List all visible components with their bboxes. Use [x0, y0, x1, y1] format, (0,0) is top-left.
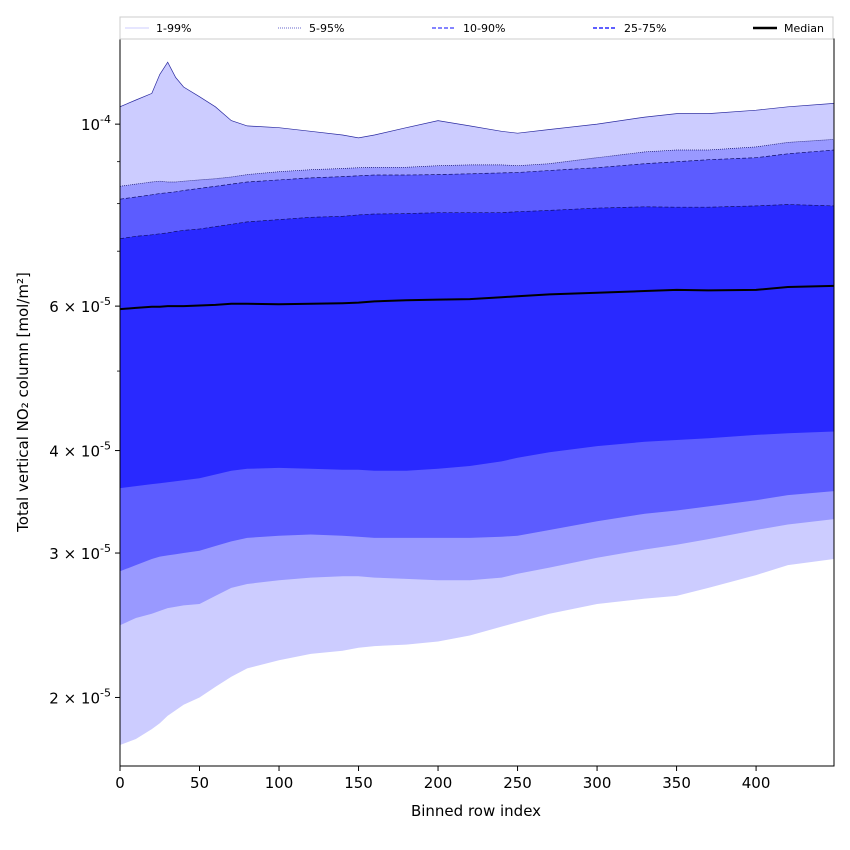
y-tick-label: 4 × 10-5 [49, 440, 111, 461]
median-series [120, 284, 834, 311]
band-25-75pct [120, 204, 834, 489]
y-tick-label: 3 × 10-5 [49, 542, 111, 563]
percentile-bands [120, 61, 834, 745]
legend-label: 10-90% [463, 22, 505, 35]
legend-box [119, 16, 834, 40]
x-tick-label: 100 [265, 774, 294, 792]
x-tick-label: 400 [742, 774, 771, 792]
legend: 1-99% 5-95% 10-90% 25-75% Median [119, 16, 834, 40]
legend-label: 25-75% [624, 22, 666, 35]
y-axis: 2 × 10-5 3 × 10-5 4 × 10-5 6 × 10-5 10-4 [49, 113, 120, 707]
y-tick-label: 6 × 10-5 [49, 295, 111, 316]
x-tick-label: 50 [190, 774, 209, 792]
x-axis: 0 50 100 150 200 250 300 350 400 [115, 766, 770, 792]
x-tick-label: 0 [115, 774, 125, 792]
legend-label: 1-99% [156, 22, 191, 35]
legend-label: 5-95% [309, 22, 344, 35]
x-tick-label: 200 [424, 774, 453, 792]
legend-label: Median [784, 22, 824, 35]
x-tick-label: 300 [583, 774, 612, 792]
x-tick-label: 150 [344, 774, 373, 792]
y-tick-label: 2 × 10-5 [49, 686, 111, 707]
band-upper-edge-10-90pct [120, 149, 834, 200]
x-tick-label: 350 [662, 774, 691, 792]
band-upper-edge-25-75pct [120, 204, 834, 240]
band-upper-edge-1-99pct [120, 61, 834, 139]
y-tick-label: 10-4 [81, 113, 111, 134]
x-tick-label: 250 [503, 774, 532, 792]
median-line [120, 284, 834, 311]
y-axis-label: Total vertical NO₂ column [mol/m²] [14, 272, 32, 533]
x-axis-label: Binned row index [411, 802, 541, 820]
